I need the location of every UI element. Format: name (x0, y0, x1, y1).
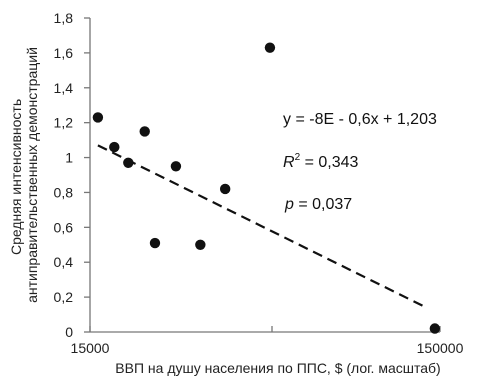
data-point (219, 183, 231, 195)
data-points (92, 42, 441, 334)
regression-equation-text: y = -8E - 0,6x + 1,203 (283, 111, 437, 128)
data-point (139, 126, 150, 137)
y-tick-label: 0,8 (54, 184, 74, 200)
x-tick-label: 150000 (417, 340, 464, 356)
data-point (92, 112, 104, 123)
data-point (123, 157, 134, 168)
y-tick-label: 1,8 (54, 10, 74, 26)
x-tick-label: 15000 (71, 340, 110, 356)
y-axis-title: Средняя интенсивность антиправительствен… (8, 47, 40, 303)
r-squared-value: = 0,343 (300, 154, 358, 171)
data-point (170, 161, 182, 172)
x-axis-title: ВВП на душу населения по ППС, $ (лог. ма… (115, 360, 440, 376)
data-point (264, 42, 276, 53)
data-point (429, 323, 441, 334)
y-axis-title-line-1: Средняя интенсивность (8, 99, 24, 255)
p-value-value: = 0,037 (294, 196, 352, 213)
y-axis-title-line-2: антиправительственных демонстраций (24, 47, 40, 303)
r-squared-superscript: 2 (295, 152, 301, 163)
y-tick-label: 0,2 (54, 289, 74, 305)
r-squared-annotation: R2 = 0,343 (283, 152, 359, 171)
y-axis-ticks: 0 0,2 0,4 0,6 0,8 1 1,2 1,4 1,6 1,8 (54, 10, 90, 340)
p-value-symbol: p (284, 196, 294, 213)
y-tick-label: 0,4 (54, 254, 74, 270)
y-tick-label: 1,4 (54, 80, 74, 96)
regression-equation: y = -8E - 0,6x + 1,203 (283, 111, 437, 128)
y-tick-label: 1 (65, 150, 73, 166)
data-point (149, 237, 161, 249)
y-tick-label: 1,2 (54, 115, 74, 131)
p-value-annotation: p = 0,037 (284, 196, 352, 213)
r-squared-symbol: R (283, 154, 295, 171)
trendline (97, 144, 424, 307)
y-tick-label: 1,6 (54, 45, 74, 61)
x-axis-ticks: 15000 150000 (71, 326, 464, 356)
y-tick-label: 0,6 (54, 219, 74, 235)
data-point (195, 239, 206, 250)
y-tick-label: 0 (65, 324, 73, 340)
data-point (109, 141, 120, 153)
